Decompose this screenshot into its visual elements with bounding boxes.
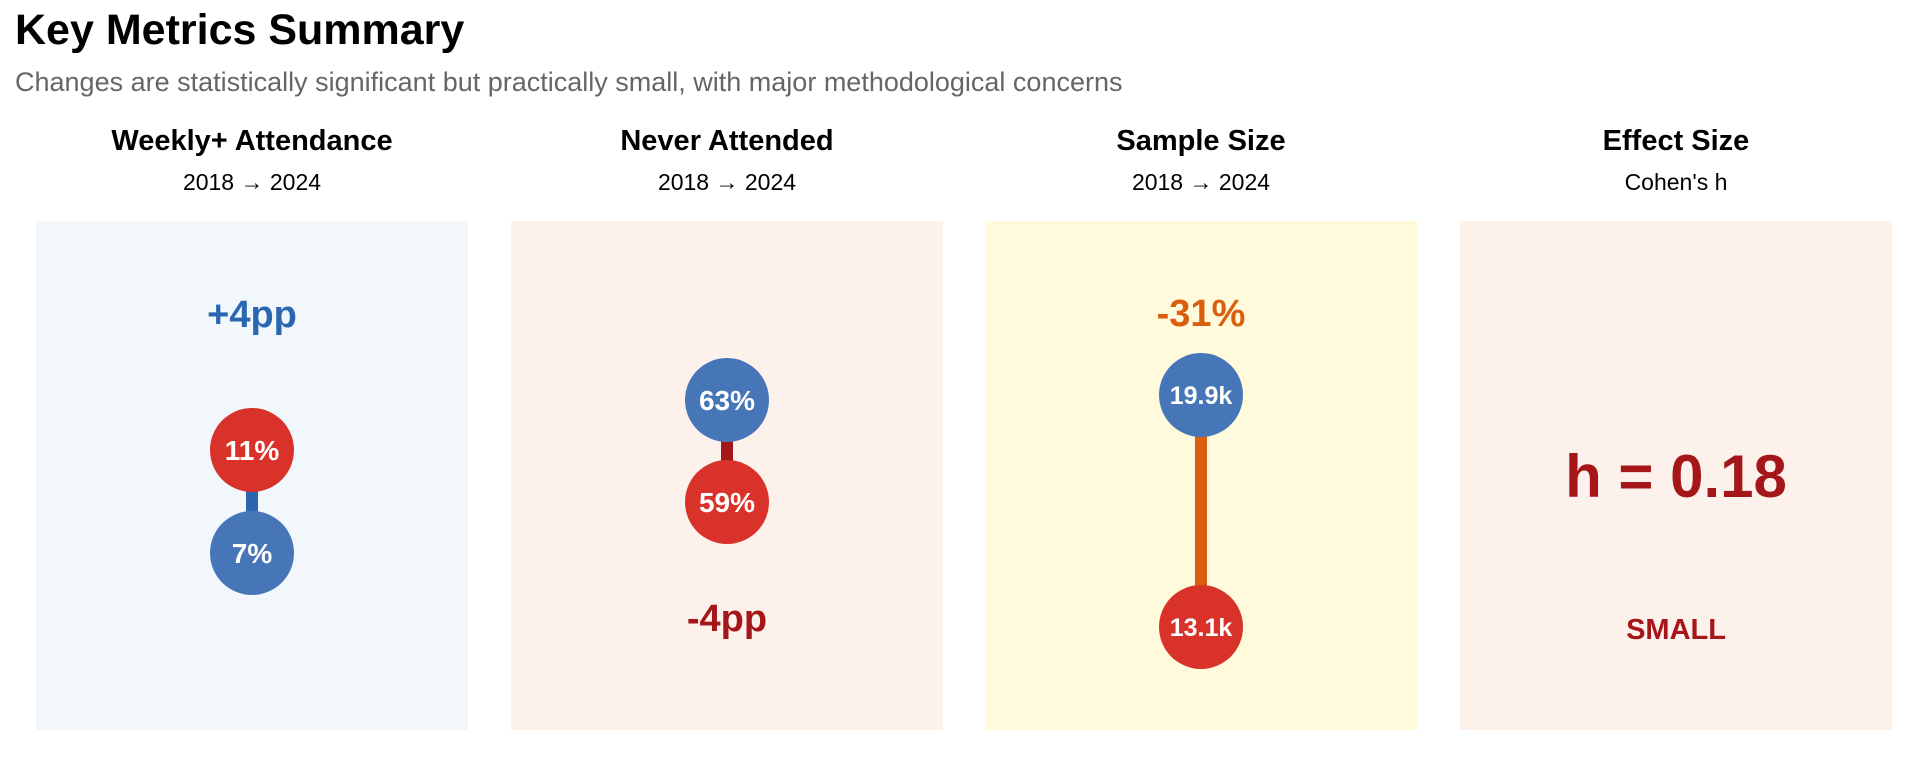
panel-title: Weekly+ Attendance — [111, 125, 392, 157]
change-label: -31% — [1157, 293, 1246, 335]
panel-3: Sample Size 2018 → 2024 19.9k 13.1k -31% — [985, 125, 1417, 730]
dumbbell-connector — [1195, 395, 1207, 627]
panel-2: Never Attended 2018 → 2024 63% 59% -4pp — [511, 125, 943, 730]
dumbbell-point-2024 — [1159, 585, 1243, 669]
figure-title: Key Metrics Summary — [15, 6, 464, 54]
panel-background — [1460, 221, 1892, 730]
dumbbell-point-2024 — [210, 408, 294, 492]
figure-subtitle: Changes are statistically significant bu… — [15, 67, 1123, 97]
dumbbell-label-2018: 7% — [232, 538, 273, 569]
change-label: +4pp — [207, 294, 297, 336]
panel-subtitle: 2018 → 2024 — [183, 169, 321, 195]
panels-group: Weekly+ Attendance 2018 → 2024 7% 11% +4pp Ne… — [36, 125, 1892, 730]
panel-title: Effect Size — [1603, 125, 1750, 157]
panel-title: Never Attended — [620, 125, 833, 157]
dumbbell-point-2018 — [1159, 353, 1243, 437]
dumbbell-point-2018 — [685, 358, 769, 442]
change-label: -4pp — [687, 598, 767, 640]
dumbbell-label-2018: 63% — [699, 385, 755, 416]
panel-1: Weekly+ Attendance 2018 → 2024 7% 11% +4pp — [36, 125, 468, 730]
effect-size-interpretation: SMALL — [1626, 614, 1726, 646]
panel-subtitle: 2018 → 2024 — [658, 169, 796, 195]
dumbbell-point-2024 — [685, 460, 769, 544]
effect-size-value: h = 0.18 — [1565, 443, 1787, 510]
panel-subtitle: 2018 → 2024 — [1132, 169, 1270, 195]
dumbbell-label-2018: 19.9k — [1170, 382, 1233, 410]
dumbbell-label-2024: 11% — [225, 435, 280, 466]
dumbbell-point-2018 — [210, 511, 294, 595]
panel-subtitle: Cohen's h — [1625, 169, 1728, 195]
panel-title: Sample Size — [1116, 125, 1285, 157]
dumbbell-label-2024: 59% — [699, 487, 755, 518]
dumbbell-label-2024: 13.1k — [1170, 614, 1233, 642]
panel-4: Effect Size Cohen's h h = 0.18 SMALL — [1460, 125, 1892, 730]
